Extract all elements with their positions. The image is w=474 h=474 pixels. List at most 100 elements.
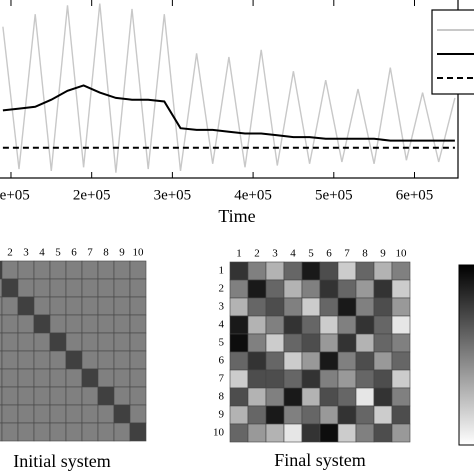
heatmap-cell [265,351,285,371]
heatmap-cell [355,333,375,353]
heatmap-cell [81,296,99,316]
row-label: 4 [219,319,225,331]
heatmap-cell [229,261,249,281]
heatmap-cell [17,404,35,424]
heatmap-cell [49,260,67,280]
heatmap-cell [283,423,303,443]
heatmap-cell [265,333,285,353]
heatmap-cell [391,351,411,371]
heatmap-cell [229,279,249,299]
heatmap-cell [337,351,357,371]
heatmap-cell [1,386,19,406]
heatmap-cell [301,297,321,317]
column-label: 10 [133,247,145,259]
heatmap-cell [97,422,115,442]
heatmap-cell [97,296,115,316]
row-label: 9 [219,409,225,421]
heatmap-cell [319,351,339,371]
heatmap-cell [337,369,357,389]
heatmap-cell [81,260,99,280]
heatmap-cell [17,314,35,334]
heatmap-cell [247,423,267,443]
heatmap-cell [81,368,99,388]
heatmap-cell [229,333,249,353]
heatmap-cell [129,422,147,442]
heatmap-cell [373,297,393,317]
heatmap-cell [97,314,115,334]
heatmap-cell [301,261,321,281]
heatmap-cell [319,423,339,443]
row-label: 6 [219,355,225,367]
heatmap-cell [33,422,51,442]
heatmap-cell [65,404,83,424]
heatmap-cell [319,405,339,425]
heatmap-cell [283,333,303,353]
column-label: 6 [71,247,77,259]
heatmap-cell [113,296,131,316]
heatmap-cell [229,405,249,425]
heatmap-cell [355,297,375,317]
heatmap-cell [129,278,147,298]
heatmap-cell [49,404,67,424]
heatmap-cell [355,405,375,425]
heatmap-cell [49,332,67,352]
heatmap-cell [113,260,131,280]
heatmap-cell [33,296,51,316]
heatmap-cell [97,404,115,424]
x-tick-label: 4e+05 [234,187,272,203]
x-tick-label: 3e+05 [154,187,192,203]
series-line [2,84,455,142]
x-tick-label: 6e+05 [396,187,434,203]
heatmap-cell [319,369,339,389]
heatmap-cell [229,369,249,389]
heatmap-cell [229,297,249,317]
heatmap-cell [391,333,411,353]
heatmap-cell [1,404,19,424]
heatmap-cell [283,279,303,299]
heatmap-cell [301,279,321,299]
heatmap-cell [337,333,357,353]
heatmap-cell [391,387,411,407]
column-label: 2 [254,248,260,260]
heatmap-cell [33,386,51,406]
heatmap-cell [1,296,19,316]
heatmap-cell [265,423,285,443]
heatmap-cell [65,296,83,316]
heatmap-cell [373,387,393,407]
column-label: 2 [7,247,13,259]
column-label: 7 [344,248,350,260]
heatmap-cell [373,315,393,335]
heatmap-cell [373,333,393,353]
heatmap-cell [247,369,267,389]
heatmap-cell [247,405,267,425]
heatmap-cell [49,422,67,442]
heatmap-cell [337,423,357,443]
heatmap-cell [49,350,67,370]
x-tick-label: 5e+05 [315,187,353,203]
heatmap-cell [319,387,339,407]
legend [431,9,474,95]
heatmap-cell [391,297,411,317]
heatmap-cell [1,314,19,334]
heatmap-cell [65,314,83,334]
heatmap-cell [265,297,285,317]
heatmap-cell [229,315,249,335]
heatmap-cell [283,387,303,407]
heatmap-cell [301,423,321,443]
column-label: 4 [39,247,45,259]
heatmap-cell [65,368,83,388]
heatmap-cell [49,296,67,316]
column-label: 5 [55,247,61,259]
heatmap-cell [265,405,285,425]
heatmap-cell [65,422,83,442]
heatmap-cell [1,422,19,442]
x-tick-label: 1e+05 [0,187,30,203]
heatmap-cell [283,369,303,389]
heatmap-cell [265,387,285,407]
row-label: 5 [219,337,225,349]
heatmap-cell [283,297,303,317]
heatmap-title: Final system [274,450,366,470]
heatmap-cell [391,423,411,443]
column-label: 9 [380,248,386,260]
heatmap-cell [229,351,249,371]
